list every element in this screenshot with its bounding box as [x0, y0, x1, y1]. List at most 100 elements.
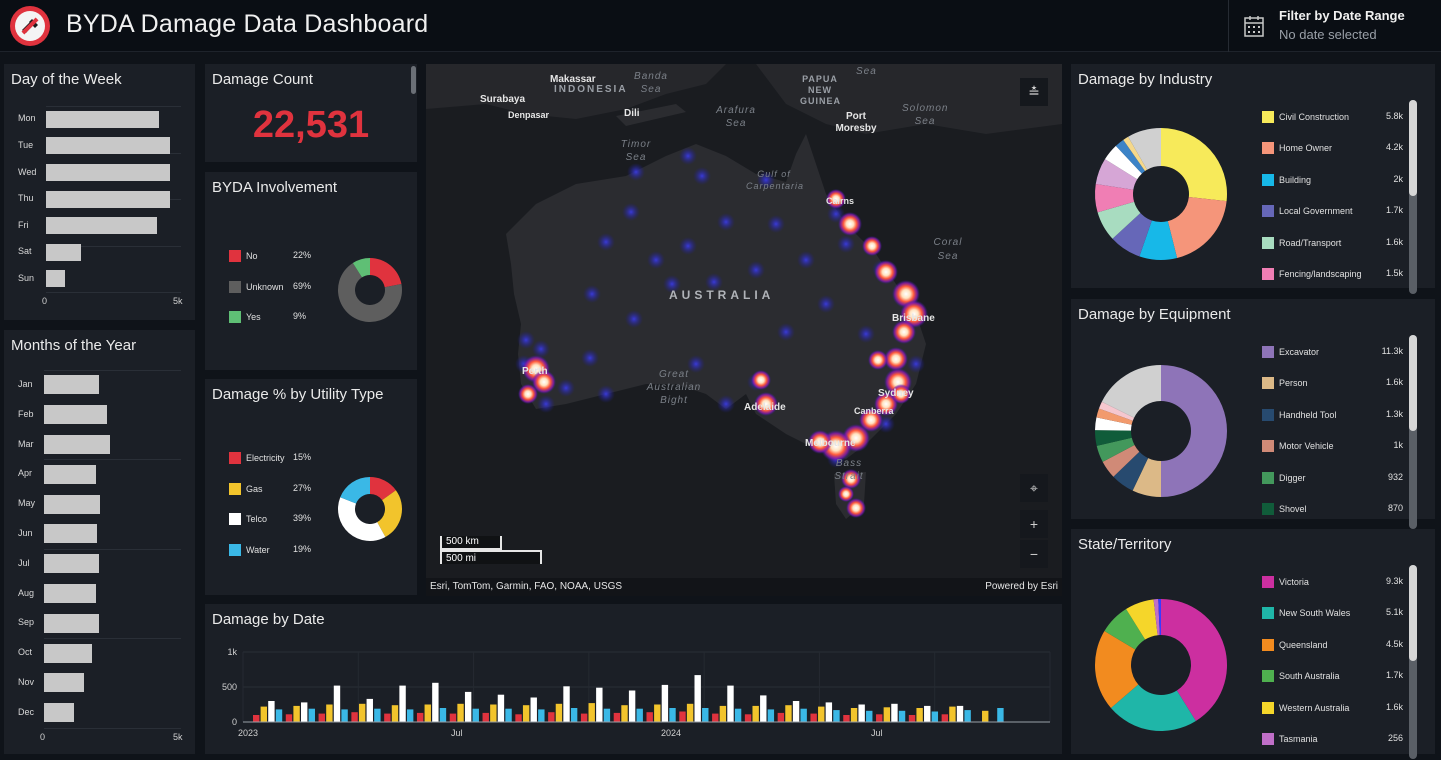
legend-label[interactable]: Shovel — [1279, 504, 1307, 514]
date-bar[interactable] — [646, 712, 653, 722]
date-bar[interactable] — [712, 713, 719, 722]
donut-slice[interactable] — [370, 258, 402, 288]
date-bar[interactable] — [702, 708, 709, 722]
legend-label[interactable]: South Australia — [1279, 671, 1340, 682]
date-bar[interactable] — [956, 705, 964, 722]
legend-label[interactable]: Motor Vehicle — [1279, 441, 1334, 452]
date-bar[interactable] — [457, 703, 464, 722]
date-bar[interactable] — [384, 713, 391, 722]
donut-slice[interactable] — [1113, 451, 1149, 491]
date-bar[interactable] — [293, 705, 300, 722]
date-bar[interactable] — [719, 705, 727, 722]
date-bar[interactable] — [285, 714, 293, 722]
date-bar[interactable] — [669, 708, 676, 722]
legend-label[interactable]: Excavator — [1279, 347, 1320, 357]
date-bar[interactable] — [792, 701, 800, 722]
donut-slice[interactable] — [1095, 184, 1135, 213]
legend-scrollbar[interactable] — [1409, 565, 1417, 760]
date-bar[interactable] — [464, 691, 472, 722]
date-bar[interactable] — [924, 705, 931, 722]
legend-label[interactable]: Person — [1279, 378, 1308, 389]
date-bar[interactable] — [505, 708, 512, 722]
legend-label[interactable]: Fencing/landscaping — [1279, 269, 1362, 279]
bar[interactable] — [46, 163, 171, 181]
donut-slice[interactable] — [1128, 128, 1161, 170]
date-bar[interactable] — [785, 705, 792, 722]
bar[interactable] — [46, 110, 160, 128]
bar[interactable] — [44, 673, 84, 693]
date-bar[interactable] — [744, 714, 752, 722]
donut-slice[interactable] — [1161, 365, 1228, 497]
donut-slice[interactable] — [1096, 408, 1133, 425]
date-bar[interactable] — [472, 708, 479, 722]
date-bar[interactable] — [810, 713, 817, 722]
date-bar[interactable] — [603, 708, 611, 722]
donut-slice[interactable] — [1097, 201, 1141, 239]
donut-slice[interactable] — [1132, 458, 1162, 497]
scrollbar-thumb[interactable] — [1409, 565, 1417, 661]
date-bar[interactable] — [800, 708, 807, 722]
donut-slice[interactable] — [340, 477, 370, 504]
date-bar[interactable] — [898, 710, 906, 722]
date-bar[interactable] — [424, 704, 431, 723]
date-bar[interactable] — [964, 710, 971, 722]
date-bar[interactable] — [982, 710, 989, 722]
donut-slice[interactable] — [1161, 599, 1227, 722]
date-bar[interactable] — [941, 714, 949, 722]
damage-heat-map[interactable]: Makassar INDONESIA Surabaya Denpasar Dil… — [426, 64, 1062, 596]
date-bar[interactable] — [760, 695, 767, 722]
bar[interactable] — [44, 643, 92, 663]
donut-slice[interactable] — [1095, 159, 1138, 190]
donut-slice[interactable] — [338, 497, 386, 541]
donut-slice[interactable] — [1139, 220, 1178, 260]
donut-slice[interactable] — [1126, 599, 1158, 640]
date-range-filter[interactable]: Filter by Date Range No date selected — [1228, 0, 1441, 52]
date-bar[interactable] — [596, 687, 603, 722]
donut-slice[interactable] — [1167, 197, 1227, 259]
donut-slice[interactable] — [1104, 608, 1146, 650]
bar[interactable] — [44, 494, 101, 514]
date-bar[interactable] — [391, 705, 399, 722]
date-bar[interactable] — [694, 675, 701, 722]
donut-slice[interactable] — [1098, 401, 1135, 421]
legend-label[interactable]: New South Wales — [1279, 608, 1351, 619]
date-bar[interactable] — [833, 710, 840, 722]
donut-slice[interactable] — [1101, 365, 1161, 418]
date-bar[interactable] — [522, 705, 530, 722]
legend-scrollbar[interactable] — [1409, 335, 1417, 530]
date-bar[interactable] — [752, 705, 759, 722]
donut-slice[interactable] — [1123, 136, 1148, 172]
date-bar[interactable] — [326, 704, 333, 723]
donut-slice[interactable] — [1096, 437, 1135, 462]
date-bar[interactable] — [268, 701, 275, 722]
date-bar[interactable] — [858, 704, 865, 723]
collapse-map-button[interactable]: ≛ — [1020, 78, 1048, 106]
date-bar[interactable] — [358, 703, 366, 722]
date-bar[interactable] — [555, 703, 563, 722]
legend-label[interactable]: Digger — [1279, 472, 1306, 483]
date-bar[interactable] — [308, 708, 315, 722]
legend-label[interactable]: Western Australia — [1279, 702, 1350, 713]
date-bar[interactable] — [497, 694, 505, 722]
map-canvas[interactable] — [426, 64, 1062, 596]
donut-slice[interactable] — [1102, 445, 1140, 477]
date-bar[interactable] — [679, 711, 686, 723]
bar[interactable] — [44, 613, 99, 633]
date-bar[interactable] — [490, 704, 497, 723]
date-bar[interactable] — [300, 702, 308, 722]
legend-label[interactable]: Road/Transport — [1279, 237, 1342, 248]
date-bar[interactable] — [538, 709, 545, 722]
date-bar[interactable] — [866, 710, 873, 722]
bar[interactable] — [46, 243, 82, 261]
date-bar[interactable] — [767, 709, 775, 722]
legend-label[interactable]: Queensland — [1279, 639, 1328, 650]
donut-slice[interactable] — [1153, 599, 1160, 636]
date-bar[interactable] — [416, 712, 424, 722]
donut-slice[interactable] — [338, 262, 402, 322]
bar[interactable] — [46, 190, 171, 208]
date-bar[interactable] — [482, 712, 489, 722]
bar[interactable] — [44, 524, 98, 544]
donut-slice[interactable] — [1115, 139, 1146, 174]
bar[interactable] — [44, 434, 110, 455]
bar[interactable] — [46, 137, 171, 155]
